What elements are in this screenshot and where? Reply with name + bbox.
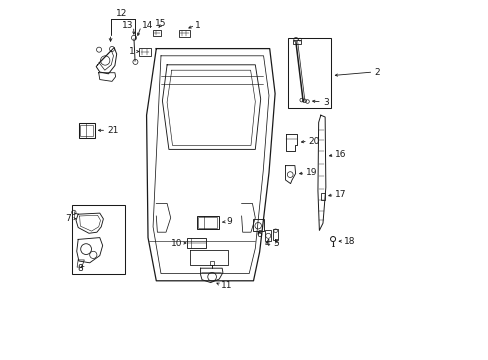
Text: 11: 11 bbox=[221, 281, 232, 290]
Bar bbox=[179, 30, 190, 37]
Text: 5: 5 bbox=[273, 239, 279, 248]
Bar bbox=[252, 219, 263, 231]
Bar bbox=[186, 238, 206, 248]
Text: 1: 1 bbox=[194, 21, 200, 30]
Bar bbox=[139, 48, 151, 56]
Text: 17: 17 bbox=[335, 190, 346, 199]
Text: 6: 6 bbox=[256, 230, 262, 239]
Bar bbox=[79, 123, 95, 138]
Bar bbox=[197, 216, 218, 229]
Text: 4: 4 bbox=[264, 239, 269, 248]
Text: 15: 15 bbox=[155, 19, 166, 28]
Text: 21: 21 bbox=[107, 126, 118, 135]
Text: 14: 14 bbox=[141, 21, 153, 30]
Bar bbox=[265, 230, 270, 241]
Text: 20: 20 bbox=[308, 137, 319, 146]
Bar bbox=[273, 229, 277, 240]
Text: 3: 3 bbox=[322, 98, 328, 107]
Text: 12: 12 bbox=[116, 9, 127, 18]
Bar bbox=[198, 217, 217, 228]
Bar bbox=[293, 40, 300, 44]
Text: 19: 19 bbox=[305, 168, 317, 177]
Bar bbox=[72, 205, 125, 274]
Bar bbox=[153, 30, 160, 36]
Bar bbox=[288, 38, 330, 108]
Text: 10: 10 bbox=[170, 239, 182, 248]
Text: 9: 9 bbox=[226, 217, 232, 226]
Text: 8: 8 bbox=[77, 264, 83, 274]
Text: 16: 16 bbox=[335, 150, 346, 159]
Bar bbox=[320, 193, 325, 200]
Text: 7: 7 bbox=[65, 214, 71, 223]
Text: 13: 13 bbox=[122, 21, 133, 30]
Text: 1: 1 bbox=[129, 47, 134, 56]
Bar bbox=[209, 261, 214, 265]
Text: 18: 18 bbox=[343, 237, 354, 246]
Text: 2: 2 bbox=[374, 68, 380, 77]
Bar bbox=[80, 125, 93, 136]
